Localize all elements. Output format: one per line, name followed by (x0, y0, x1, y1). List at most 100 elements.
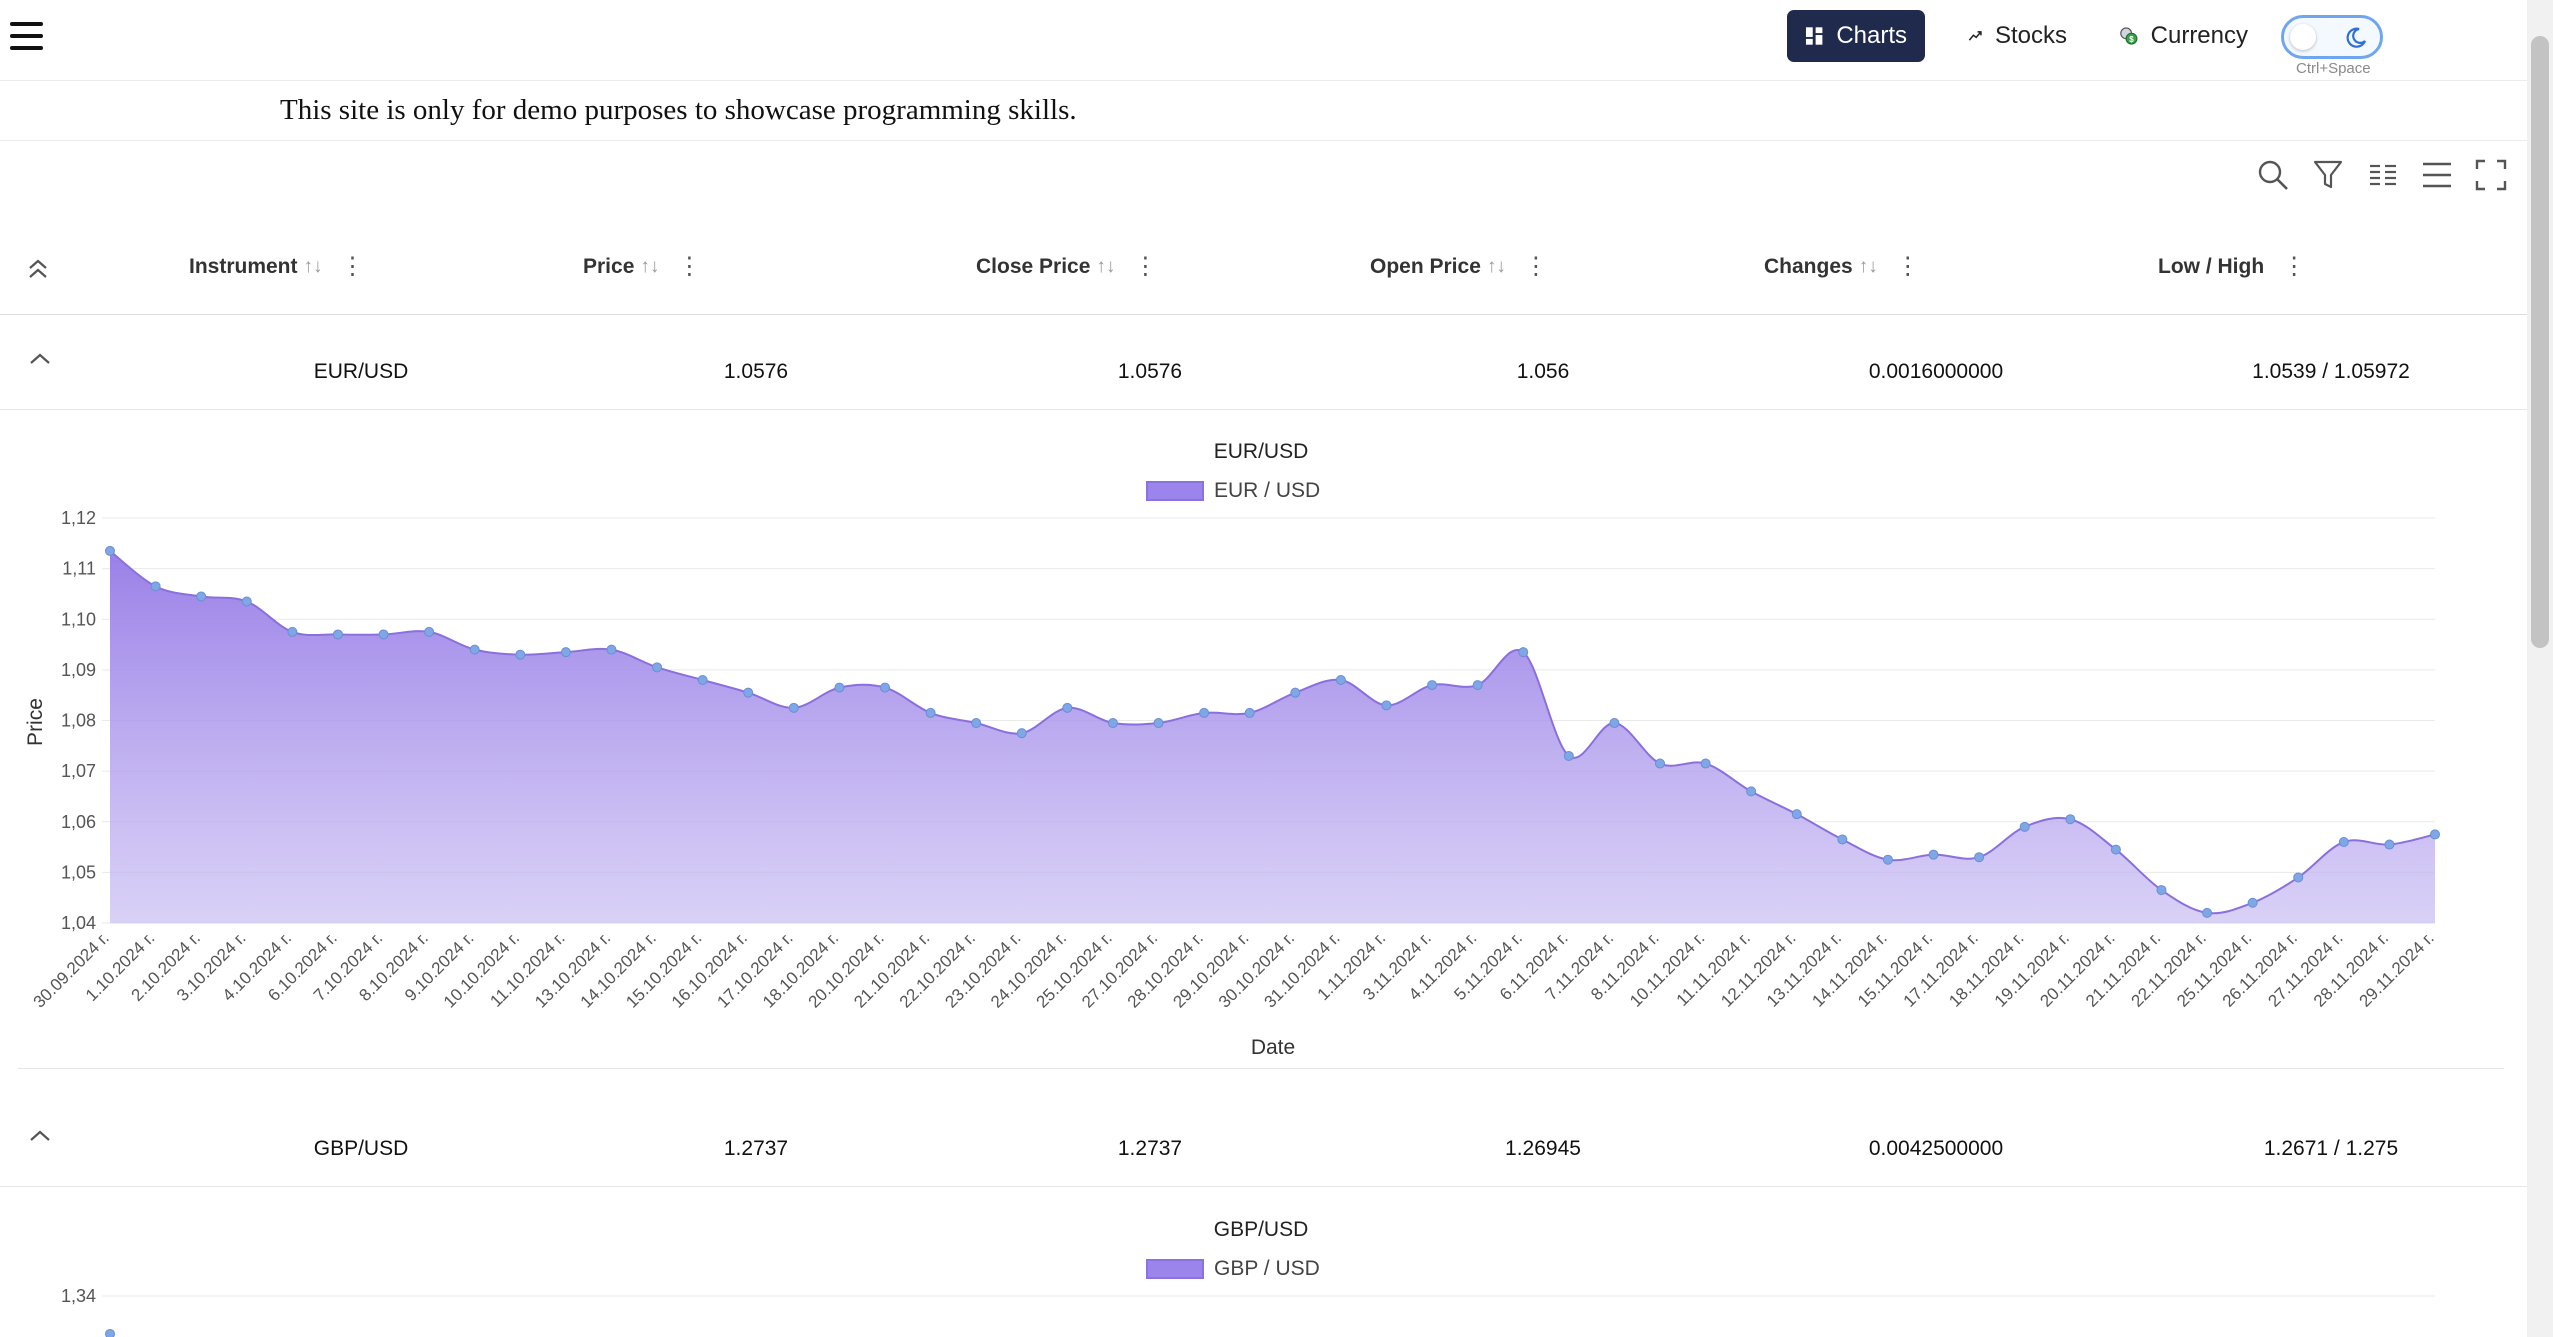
data-point (1609, 718, 1620, 729)
data-point (196, 591, 207, 602)
chart-legend[interactable]: EUR / USD (1146, 479, 1320, 503)
y-tick-label: 1,11 (62, 559, 96, 579)
data-point (2065, 814, 2076, 825)
hamburger-menu-icon[interactable] (10, 22, 43, 52)
column-menu-icon[interactable]: ⋮ (2282, 253, 2306, 280)
nav-stocks-label: Stocks (1994, 22, 2067, 49)
sort-icon[interactable]: ↑↓ (1486, 255, 1506, 277)
top-navbar: Charts Stocks $ Currency Ctrl+Space (0, 0, 2527, 81)
data-point (1107, 718, 1118, 729)
toggle-knob (2290, 24, 2316, 50)
table-header-row (0, 222, 2527, 315)
data-point (2202, 907, 2213, 918)
moon-icon (2346, 27, 2367, 48)
nav-currency-button[interactable]: $ Currency (2101, 10, 2266, 62)
notice-divider (0, 140, 2527, 141)
y-tick-label: 1,08 (61, 711, 96, 731)
data-point (1016, 728, 1027, 739)
y-tick-label: 1,09 (61, 660, 96, 680)
y-tick-label: 1,05 (61, 862, 96, 882)
data-point (2156, 885, 2167, 896)
svg-text:$: $ (2129, 35, 2134, 44)
chart-legend[interactable]: GBP / USD (1146, 1257, 1320, 1281)
data-point (469, 644, 480, 655)
data-point (971, 718, 982, 729)
x-axis-label: Date (1251, 1036, 1295, 1059)
chevron-up-icon[interactable] (28, 351, 52, 367)
data-point (1472, 680, 1483, 691)
sort-icon[interactable]: ↑↓ (1096, 255, 1116, 277)
theme-toggle[interactable] (2281, 15, 2383, 59)
page-scrollbar[interactable] (2527, 0, 2553, 1337)
collapse-all-icon[interactable] (26, 256, 50, 282)
data-point (1153, 718, 1164, 729)
data-point (1882, 854, 1893, 865)
data-point (1335, 675, 1346, 685)
eurusd-area-chart: 1,041,051,061,071,081,091,101,111,1230.0… (24, 508, 2440, 1059)
nav-stocks-button[interactable]: Stocks (1950, 10, 2085, 62)
data-point (2019, 821, 2030, 832)
data-point (1427, 680, 1438, 691)
column-menu-icon[interactable]: ⋮ (1523, 253, 1548, 280)
filter-icon[interactable] (2312, 158, 2344, 192)
chevron-up-icon[interactable] (28, 1128, 52, 1144)
column-header-close-price[interactable]: Close Price ↑↓ ⋮ (976, 253, 1157, 280)
data-point (2338, 837, 2349, 847)
data-point (652, 662, 663, 673)
table-row[interactable]: EUR/USD 1.0576 1.0576 1.056 0.0016000000… (0, 315, 2527, 410)
chart-title: EUR/USD (1213, 440, 1309, 463)
data-point (1290, 687, 1301, 698)
data-point (925, 707, 936, 718)
search-icon[interactable] (2256, 158, 2290, 192)
scrollbar-thumb[interactable] (2531, 36, 2549, 648)
y-tick-label: 1,34 (61, 1286, 96, 1306)
data-point (2430, 829, 2440, 840)
cell-low-high: 1.0539 / 1.05972 (2252, 360, 2410, 383)
data-point (1791, 809, 1802, 820)
cell-low-high: 1.2671 / 1.275 (2263, 1137, 2399, 1160)
column-header-price[interactable]: Price ↑↓ ⋮ (583, 253, 701, 280)
data-point (1062, 702, 1073, 713)
y-axis-label: Price (24, 698, 47, 746)
data-point (332, 629, 343, 640)
data-point (788, 702, 799, 713)
sort-icon[interactable]: ↑↓ (303, 255, 323, 277)
density-icon[interactable] (2421, 158, 2453, 192)
table-row[interactable]: GBP/USD 1.2737 1.2737 1.26945 0.00425000… (0, 1092, 2527, 1187)
data-point (424, 626, 435, 637)
column-header-instrument[interactable]: Instrument ↑↓ ⋮ (189, 253, 365, 280)
gbpusd-area-chart: 1,34 (61, 1286, 2435, 1337)
data-point (378, 629, 389, 640)
data-point (105, 545, 115, 556)
data-point (2110, 844, 2121, 855)
sort-icon[interactable]: ↑↓ (1858, 255, 1878, 277)
data-point (1244, 707, 1255, 718)
data-point (241, 596, 252, 607)
dashboard-icon (1805, 27, 1823, 45)
column-menu-icon[interactable]: ⋮ (340, 253, 365, 280)
data-point (1746, 786, 1757, 797)
column-menu-icon[interactable]: ⋮ (1133, 253, 1157, 280)
column-menu-icon[interactable]: ⋮ (677, 253, 701, 280)
y-tick-label: 1,07 (61, 761, 96, 781)
column-header-low-high[interactable]: Low / High ⋮ (2158, 253, 2306, 280)
data-point (1655, 758, 1665, 769)
y-tick-label: 1,12 (61, 508, 96, 528)
column-header-changes[interactable]: Changes ↑↓ ⋮ (1764, 253, 1920, 280)
column-header-open-price[interactable]: Open Price ↑↓ ⋮ (1370, 253, 1548, 280)
legend-label: EUR / USD (1214, 479, 1321, 502)
sort-icon[interactable]: ↑↓ (640, 255, 660, 277)
data-point (834, 682, 845, 693)
cell-price: 1.0576 (723, 360, 789, 383)
columns-icon[interactable] (2367, 158, 2399, 192)
fullscreen-icon[interactable] (2475, 158, 2507, 192)
nav-charts-button[interactable]: Charts (1787, 10, 1925, 62)
data-point (1518, 647, 1529, 658)
data-point (1199, 707, 1210, 718)
cell-close-price: 1.2737 (1117, 1137, 1183, 1160)
area-fill (110, 550, 2435, 923)
data-point (1381, 700, 1392, 711)
column-menu-icon[interactable]: ⋮ (1895, 253, 1920, 280)
chart-title: GBP/USD (1213, 1218, 1309, 1241)
data-point (2247, 897, 2258, 908)
